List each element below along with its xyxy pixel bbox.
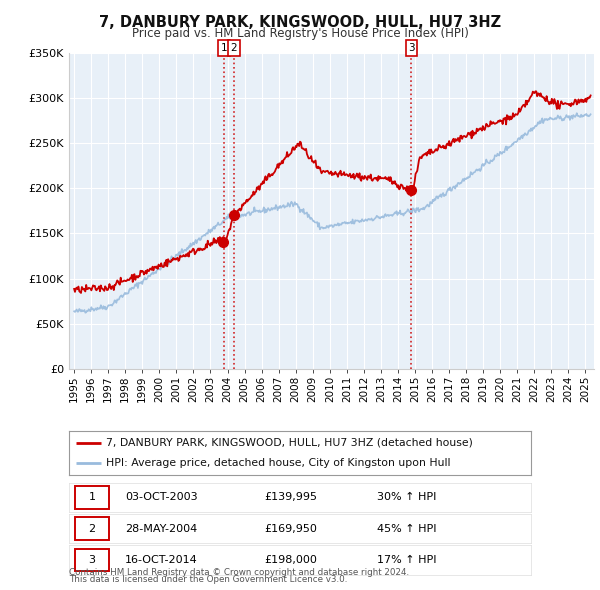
Text: 2: 2 — [89, 524, 95, 533]
Text: 2: 2 — [230, 43, 238, 53]
Text: This data is licensed under the Open Government Licence v3.0.: This data is licensed under the Open Gov… — [69, 575, 347, 584]
Text: 1: 1 — [89, 493, 95, 502]
Text: Price paid vs. HM Land Registry's House Price Index (HPI): Price paid vs. HM Land Registry's House … — [131, 27, 469, 40]
Text: 30% ↑ HPI: 30% ↑ HPI — [377, 493, 436, 502]
Text: £139,995: £139,995 — [264, 493, 317, 502]
Text: 16-OCT-2014: 16-OCT-2014 — [125, 555, 198, 565]
Text: 1: 1 — [221, 43, 227, 53]
Text: £169,950: £169,950 — [265, 524, 317, 533]
FancyBboxPatch shape — [74, 486, 109, 509]
Text: 28-MAY-2004: 28-MAY-2004 — [125, 524, 197, 533]
Text: 7, DANBURY PARK, KINGSWOOD, HULL, HU7 3HZ: 7, DANBURY PARK, KINGSWOOD, HULL, HU7 3H… — [99, 15, 501, 30]
Text: 17% ↑ HPI: 17% ↑ HPI — [377, 555, 436, 565]
Text: £198,000: £198,000 — [265, 555, 317, 565]
Text: 03-OCT-2003: 03-OCT-2003 — [125, 493, 198, 502]
FancyBboxPatch shape — [74, 517, 109, 540]
Text: HPI: Average price, detached house, City of Kingston upon Hull: HPI: Average price, detached house, City… — [106, 458, 451, 468]
Text: 3: 3 — [89, 555, 95, 565]
FancyBboxPatch shape — [74, 549, 109, 571]
Text: 7, DANBURY PARK, KINGSWOOD, HULL, HU7 3HZ (detached house): 7, DANBURY PARK, KINGSWOOD, HULL, HU7 3H… — [106, 438, 473, 448]
Text: 45% ↑ HPI: 45% ↑ HPI — [377, 524, 436, 533]
Text: Contains HM Land Registry data © Crown copyright and database right 2024.: Contains HM Land Registry data © Crown c… — [69, 568, 409, 576]
Text: 3: 3 — [408, 43, 415, 53]
